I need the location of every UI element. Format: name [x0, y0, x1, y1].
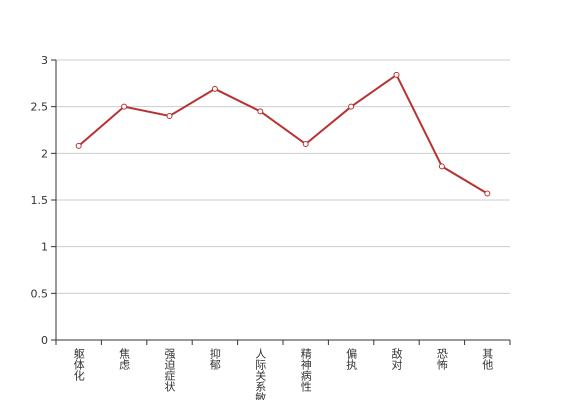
y-tick-label: 0 — [41, 334, 48, 347]
y-tick-label: 3 — [41, 54, 48, 67]
x-tick-label: 人际关系敏感 — [254, 348, 267, 400]
y-tick-label: 2 — [41, 147, 48, 160]
x-tick-label: 躯体化 — [72, 348, 85, 382]
x-tick-label: 强迫症状 — [163, 348, 176, 392]
point — [438, 163, 445, 170]
x-tick-label: 偏执 — [345, 347, 358, 371]
x-tick-label: 其他 — [481, 348, 494, 370]
x-tick-label: 抑郁 — [208, 347, 221, 370]
point — [302, 141, 309, 147]
y-tick-label: 1 — [41, 241, 48, 254]
point — [211, 85, 218, 92]
x-tick-label: 敌对 — [390, 347, 403, 370]
y-tick-label: 2.5 — [31, 101, 49, 114]
point — [166, 113, 173, 119]
point — [348, 103, 355, 110]
point — [393, 71, 400, 78]
point — [121, 103, 128, 110]
x-tick-label: 恐怖 — [435, 348, 448, 370]
y-tick-label: 0.5 — [31, 287, 49, 300]
point — [484, 190, 491, 197]
point — [257, 108, 264, 115]
line — [78, 73, 488, 195]
y-tick-label: 1.5 — [31, 194, 49, 207]
x-tick-label: 焦虑 — [118, 348, 131, 370]
x-tick-label: 精神病性 — [299, 348, 312, 393]
point — [75, 142, 82, 149]
